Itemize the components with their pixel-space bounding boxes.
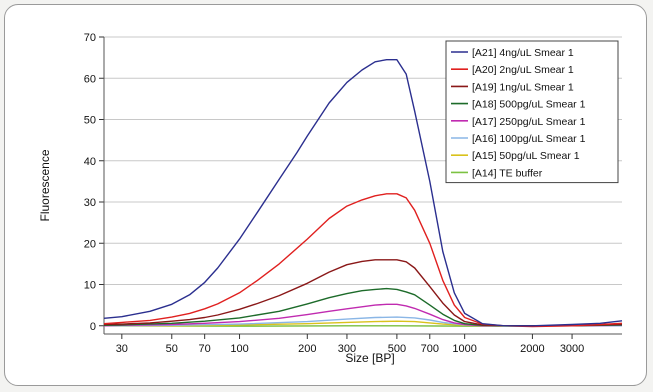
y-tick-label-0: 0 — [90, 321, 96, 333]
legend-entry-7: [A14] TE buffer — [472, 167, 543, 179]
series-line-2 — [103, 259, 623, 327]
x-tick-label-2000: 2000 — [520, 343, 544, 355]
x-axis-label: Size [BP] — [345, 351, 394, 365]
legend-entry-0: [A21] 4ng/uL Smear 1 — [472, 47, 574, 59]
y-tick-label-50: 50 — [84, 115, 96, 127]
x-tick-label-70: 70 — [199, 343, 211, 355]
axes — [99, 36, 622, 339]
x-tick-label-30: 30 — [116, 343, 128, 355]
x-tick-label-3000: 3000 — [560, 343, 584, 355]
series-line-0 — [103, 59, 623, 327]
chart-frame: 0 10 20 30 40 50 60 70 30 50 70 100 200 300 500 700 1000… — [4, 4, 647, 386]
y-tick-label-40: 40 — [84, 156, 96, 168]
x-tick-label-500: 500 — [388, 343, 406, 355]
legend-entry-4: [A17] 250pg/uL Smear 1 — [472, 116, 586, 128]
legend-entry-1: [A20] 2ng/uL Smear 1 — [472, 64, 574, 76]
grid-lines — [104, 36, 622, 327]
y-tick-label-20: 20 — [84, 238, 96, 250]
y-axis-label: Fluorescence — [38, 149, 52, 221]
x-tick-label-200: 200 — [298, 343, 316, 355]
series-lines — [103, 59, 623, 328]
tick-labels: 0 10 20 30 40 50 60 70 30 50 70 100 200 300 500 700 1000… — [84, 32, 585, 355]
x-tick-label-100: 100 — [230, 343, 248, 355]
legend-entry-5: [A16] 100pg/uL Smear 1 — [472, 133, 586, 145]
legend-box — [445, 40, 619, 184]
x-tick-label-1000: 1000 — [452, 343, 476, 355]
x-tick-label-50: 50 — [166, 343, 178, 355]
legend-entry-2: [A19] 1ng/uL Smear 1 — [472, 81, 574, 93]
y-tick-label-30: 30 — [84, 197, 96, 209]
legend: [A21] 4ng/uL Smear 1 [A20] 2ng/uL Smear 1… — [445, 40, 619, 184]
legend-entry-6: [A15] 50pg/uL Smear 1 — [472, 150, 580, 162]
y-tick-label-10: 10 — [84, 280, 96, 292]
y-tick-label-60: 60 — [84, 73, 96, 85]
fluorescence-chart: 0 10 20 30 40 50 60 70 30 50 70 100 200 300 500 700 1000… — [38, 32, 623, 365]
legend-entry-3: [A18] 500pg/uL Smear 1 — [472, 99, 586, 111]
x-tick-label-700: 700 — [421, 343, 439, 355]
x-tick-label-300: 300 — [338, 343, 356, 355]
y-tick-label-70: 70 — [84, 32, 96, 44]
